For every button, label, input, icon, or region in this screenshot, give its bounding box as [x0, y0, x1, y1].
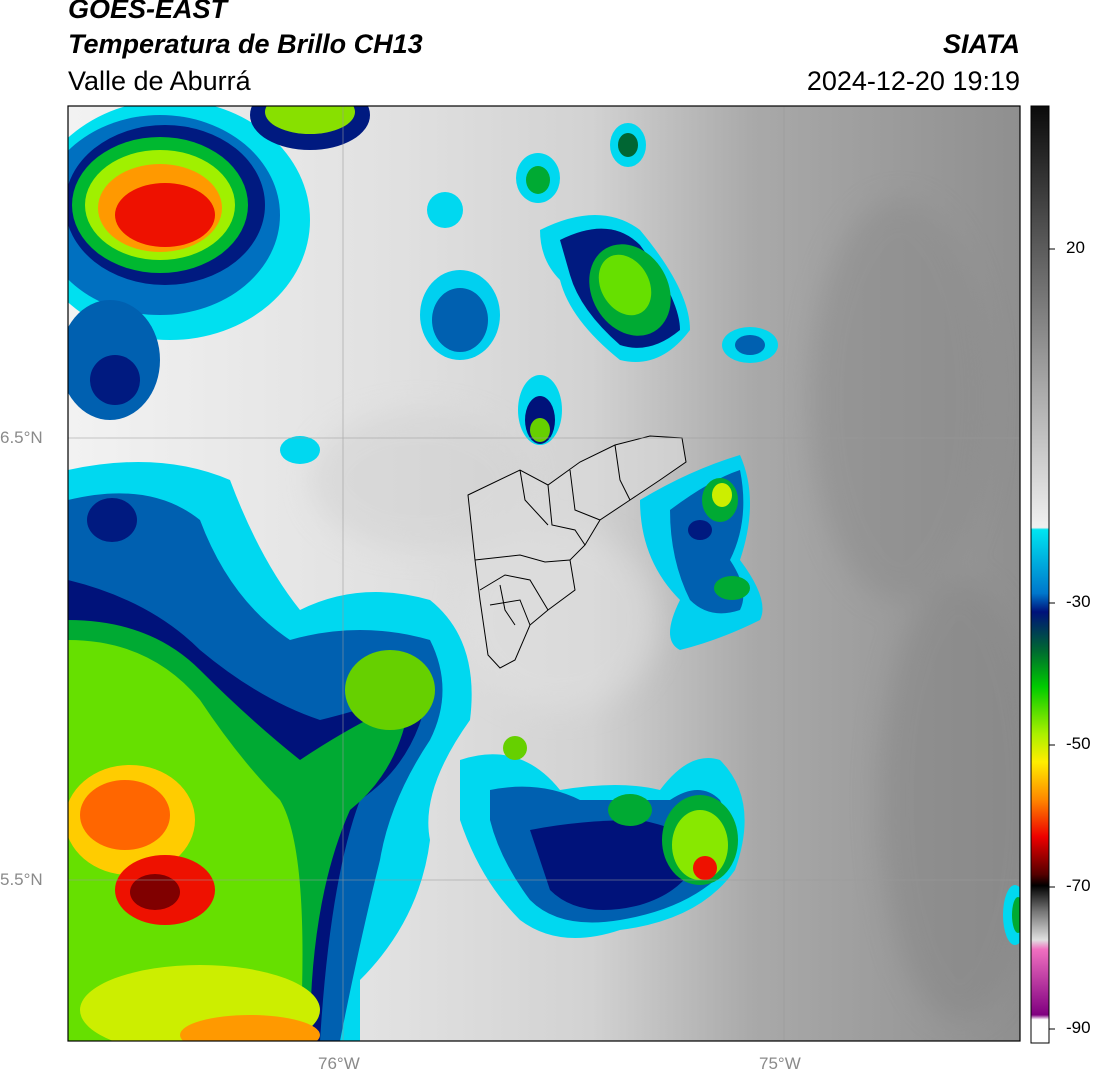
cloud-west-large	[68, 462, 472, 1041]
region-subtitle: Valle de Aburrá	[68, 66, 251, 96]
product-title: Temperatura de Brillo CH13	[68, 29, 423, 59]
cloud-nw	[68, 106, 370, 420]
colorbar	[1030, 105, 1050, 1044]
colorbar-tick-label: -30	[1066, 592, 1091, 611]
cloud-south	[460, 736, 745, 938]
satellite-title: GOES-EAST	[68, 0, 228, 24]
map-frame	[67, 105, 1021, 1042]
lat-label-6-5: 6.5°N	[0, 428, 43, 447]
colorbar-tick-label: -50	[1066, 734, 1091, 753]
cloud-east	[640, 455, 763, 650]
colorbar-tick-label: -70	[1066, 876, 1091, 895]
colorbar-ticks	[1049, 248, 1055, 1030]
lon-label-75w: 75°W	[759, 1054, 801, 1073]
agency-label: SIATA	[943, 29, 1020, 59]
colorbar-tick-label: -90	[1066, 1018, 1091, 1037]
datetime-label: 2024-12-20 19:19	[806, 66, 1020, 96]
lat-label-5-5: 5.5°N	[0, 870, 43, 889]
lon-label-76w: 76°W	[318, 1054, 360, 1073]
aburra-valley-boundaries	[467, 435, 687, 669]
map-field	[68, 106, 1020, 1041]
grid-lines	[68, 106, 1020, 1041]
cloud-north-cells	[280, 123, 1020, 945]
colorbar-tick-label: 20	[1066, 238, 1085, 257]
